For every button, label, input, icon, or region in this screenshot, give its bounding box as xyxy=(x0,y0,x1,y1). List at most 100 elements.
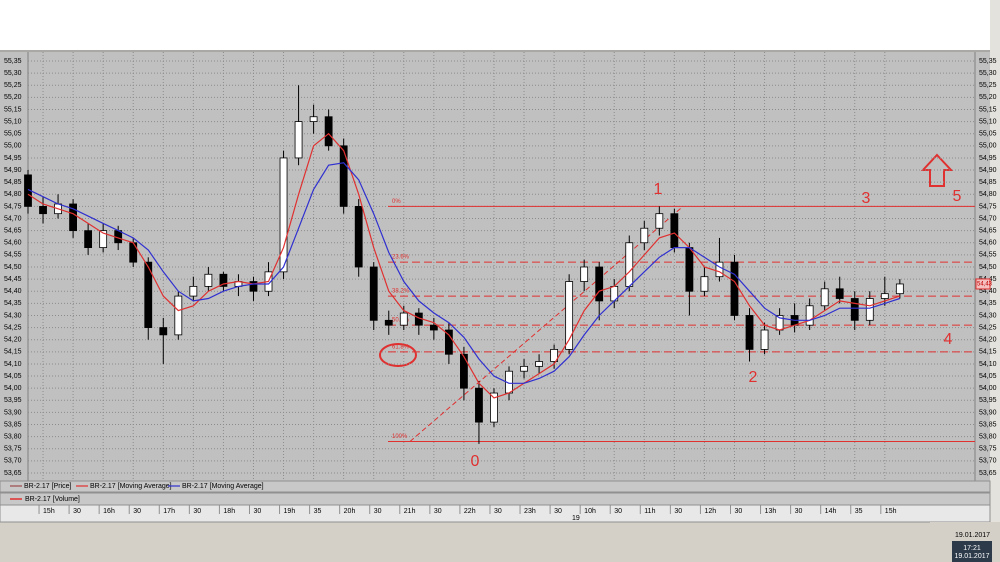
candle-body xyxy=(69,203,77,232)
y-tick-label-left: 54,80 xyxy=(4,191,22,198)
x-tick-label: 30 xyxy=(614,508,622,515)
wave-annotation: 1 xyxy=(654,181,663,198)
y-tick-label-right: 54,25 xyxy=(979,324,997,331)
candle-body xyxy=(745,315,754,350)
candle-body xyxy=(219,273,228,287)
y-tick-label-right: 54,10 xyxy=(979,361,997,368)
x-tick-label: 17h xyxy=(163,508,175,515)
y-tick-label-right: 54,65 xyxy=(979,227,997,234)
candle-body xyxy=(730,261,739,316)
top-panel xyxy=(0,0,975,50)
grid xyxy=(28,52,975,481)
candle-body xyxy=(174,295,183,336)
y-tick-label-left: 54,50 xyxy=(4,264,22,271)
legend-bar xyxy=(0,480,991,493)
y-tick-label-right: 55,30 xyxy=(979,70,997,77)
fib-trend-line xyxy=(409,206,684,442)
volume-bar xyxy=(0,492,991,506)
candle-body xyxy=(384,319,393,326)
y-tick-label-left: 54,45 xyxy=(4,276,22,283)
last-price-label: 54,43 xyxy=(977,282,993,288)
y-tick-label-right: 54,95 xyxy=(979,155,997,162)
candle-body xyxy=(595,266,604,302)
last-price-box xyxy=(975,278,991,290)
fib-label: 23.6% xyxy=(392,255,410,261)
candle-body xyxy=(700,276,709,292)
candle-body xyxy=(520,365,528,372)
y-tick-label-right: 55,35 xyxy=(979,58,997,65)
y-tick-label-left: 54,10 xyxy=(4,361,22,368)
highlight-ellipse xyxy=(379,343,417,367)
candle-body xyxy=(640,227,649,244)
y-tick-label-right: 55,05 xyxy=(979,131,997,138)
candle-body xyxy=(670,213,679,249)
y-tick-label-right: 54,35 xyxy=(979,300,997,307)
y-tick-label-left: 55,20 xyxy=(4,94,22,101)
candle-body xyxy=(475,387,483,423)
candle-body xyxy=(189,285,198,297)
candle-body xyxy=(309,116,318,122)
candle-body xyxy=(279,157,288,273)
y-tick-label-left: 54,90 xyxy=(4,167,22,174)
status-date: 19.01.2017 xyxy=(955,532,990,539)
candle-body xyxy=(204,273,213,287)
wave-annotation: 2 xyxy=(749,369,758,386)
x-tick-label: 16h xyxy=(103,508,115,515)
y-tick-label-left: 54,20 xyxy=(4,337,22,344)
candle-body xyxy=(535,361,543,367)
y-tick-label-right: 54,50 xyxy=(979,264,997,271)
candle-body xyxy=(460,353,468,389)
y-tick-label-left: 54,55 xyxy=(4,252,22,259)
y-tick-label-left: 54,35 xyxy=(4,300,22,307)
y-tick-label-right: 55,20 xyxy=(979,94,997,101)
y-tick-label-left: 53,80 xyxy=(4,433,22,440)
y-tick-label-left: 55,05 xyxy=(4,131,22,138)
candle-body xyxy=(444,329,453,355)
y-tick-label-left: 53,75 xyxy=(4,446,22,453)
y-tick-label-right: 53,75 xyxy=(979,446,997,453)
y-tick-label-right: 54,90 xyxy=(979,167,997,174)
y-tick-label-right: 53,90 xyxy=(979,409,997,416)
candle-body xyxy=(715,261,724,278)
candle-body xyxy=(39,206,47,215)
wave-annotation: 4 xyxy=(944,331,953,348)
y-tick-label-right: 54,80 xyxy=(979,191,997,198)
x-tick-label: 23h xyxy=(524,508,536,515)
y-tick-label-right: 54,30 xyxy=(979,312,997,319)
candle-body xyxy=(324,116,333,147)
y-tick-label-right: 55,00 xyxy=(979,143,997,150)
moving-average-line xyxy=(27,132,900,399)
x-tick-label: 35 xyxy=(855,508,863,515)
x-tick-label: 15h xyxy=(43,508,55,515)
wave-annotation: 3 xyxy=(862,190,871,207)
y-tick-label-left: 54,30 xyxy=(4,312,22,319)
y-tick-label-right: 55,10 xyxy=(979,118,997,125)
y-tick-label-right: 54,70 xyxy=(979,215,997,222)
y-tick-label-left: 54,75 xyxy=(4,203,22,210)
x-tick-label: 30 xyxy=(734,508,742,515)
candle-body xyxy=(880,293,889,299)
y-tick-label-left: 54,00 xyxy=(4,385,22,392)
x-tick-label: 21h xyxy=(404,508,416,515)
y-tick-label-left: 54,60 xyxy=(4,240,22,247)
candle-body xyxy=(865,298,874,321)
y-tick-label-left: 53,85 xyxy=(4,421,22,428)
clock-box xyxy=(952,541,992,562)
y-tick-label-left: 53,95 xyxy=(4,397,22,404)
x-tick-label: 12h xyxy=(704,508,716,515)
x-tick-label: 15h xyxy=(885,508,897,515)
candle-body xyxy=(805,305,814,326)
candle-body xyxy=(399,312,408,326)
legend-label: BR-2.17 [Price] xyxy=(24,483,72,490)
day-label: 19 xyxy=(572,515,580,522)
scrollbar[interactable] xyxy=(990,0,1000,522)
x-tick-label: 30 xyxy=(133,508,141,515)
y-tick-label-left: 54,25 xyxy=(4,324,22,331)
wave-annotation: 5 xyxy=(953,188,962,205)
wave-annotation: 0 xyxy=(471,453,480,470)
y-tick-label-right: 54,15 xyxy=(979,349,997,356)
y-tick-label-right: 54,20 xyxy=(979,337,997,344)
candle-body xyxy=(99,230,108,249)
candle-body xyxy=(685,247,694,292)
